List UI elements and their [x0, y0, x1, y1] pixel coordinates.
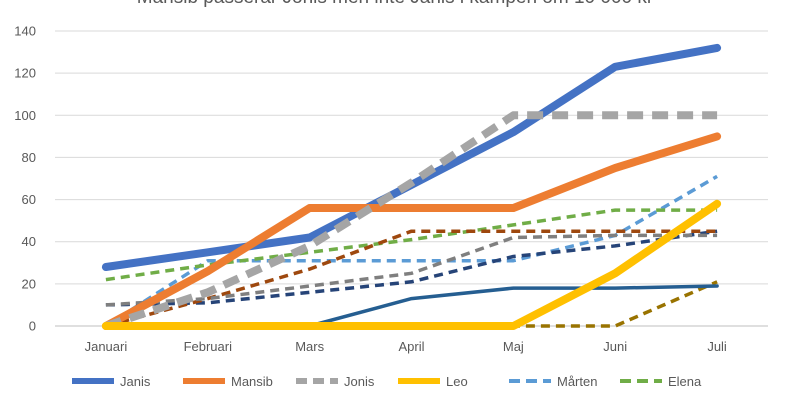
series-line-9 — [105, 233, 718, 307]
chart-title: Mansib passerar Jonis men inte Janis i k… — [0, 0, 790, 9]
x-tick-label: Mars — [295, 339, 324, 354]
y-tick-label: 100 — [14, 108, 36, 123]
y-tick-label: 40 — [22, 234, 36, 249]
series-line-jonis — [104, 111, 718, 330]
series-line-elena — [105, 208, 718, 282]
legend-label: Jonis — [344, 374, 375, 389]
y-tick-label: 140 — [14, 24, 36, 39]
series-line-7 — [105, 229, 718, 307]
series-line-11 — [104, 284, 719, 328]
y-tick-label: 120 — [14, 66, 36, 81]
legend-label: Mårten — [557, 374, 597, 389]
series-line-leo — [101, 199, 722, 330]
series-line-8 — [105, 229, 718, 328]
legend-label: Mansib — [231, 374, 273, 389]
x-tick-label: Januari — [85, 339, 128, 354]
x-tick-label: Maj — [503, 339, 524, 354]
y-tick-label: 20 — [22, 276, 36, 291]
legend-label: Elena — [668, 374, 702, 389]
x-tick-label: Juli — [707, 339, 727, 354]
legend-label: Leo — [446, 374, 468, 389]
x-tick-label: April — [398, 339, 424, 354]
y-tick-label: 80 — [22, 150, 36, 165]
legend-label: Janis — [120, 374, 151, 389]
y-tick-label: 60 — [22, 192, 36, 207]
series-line-mansib — [101, 132, 722, 330]
x-tick-label: Februari — [184, 339, 233, 354]
x-tick-label: Juni — [603, 339, 627, 354]
y-tick-label: 0 — [29, 319, 36, 334]
